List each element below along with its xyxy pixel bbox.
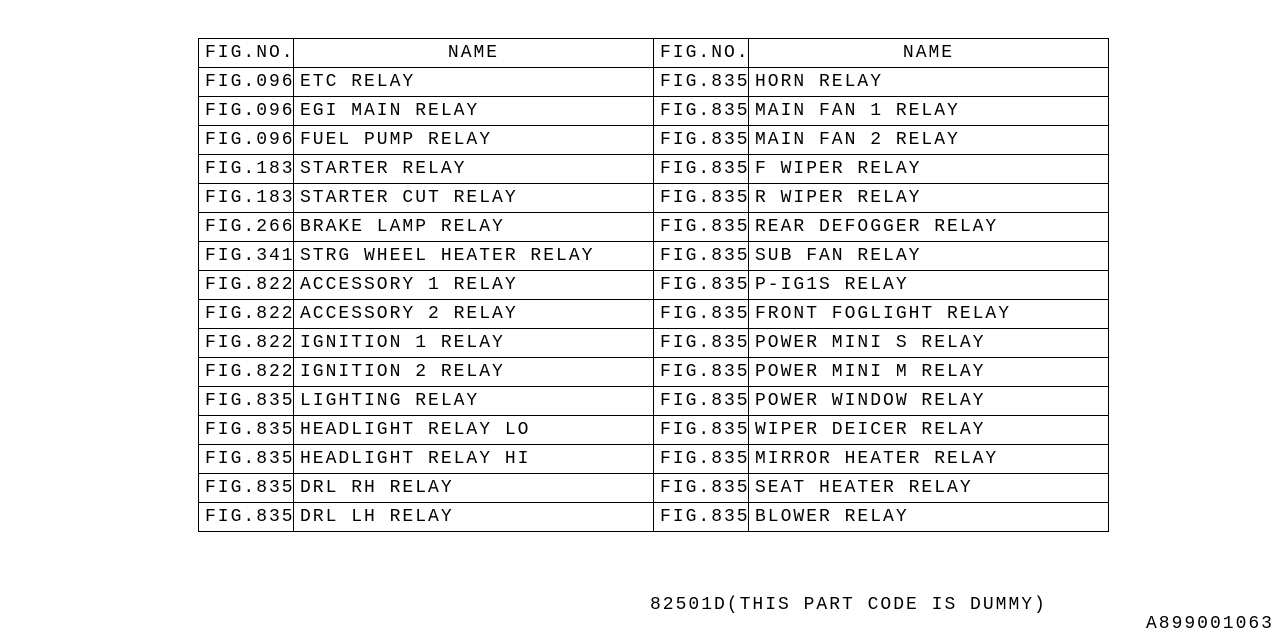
fig-cell: FIG.835 [199, 474, 294, 503]
name-cell: POWER WINDOW RELAY [749, 387, 1109, 416]
fig-cell: FIG.835 [654, 445, 749, 474]
name-cell: REAR DEFOGGER RELAY [749, 213, 1109, 242]
name-cell: HORN RELAY [749, 68, 1109, 97]
fig-cell: FIG.835 [654, 213, 749, 242]
fig-cell: FIG.835 [654, 358, 749, 387]
fig-cell: FIG.835 [654, 155, 749, 184]
fig-cell: FIG.835 [654, 416, 749, 445]
name-cell: IGNITION 2 RELAY [294, 358, 654, 387]
fig-cell: FIG.835 [654, 329, 749, 358]
table-row: FIG.822ACCESSORY 2 RELAYFIG.835FRONT FOG… [199, 300, 1109, 329]
name-cell: POWER MINI M RELAY [749, 358, 1109, 387]
page: FIG.NO. NAME FIG.NO. NAME FIG.096ETC REL… [0, 0, 1280, 640]
table-row: FIG.341STRG WHEEL HEATER RELAYFIG.835SUB… [199, 242, 1109, 271]
name-cell: STARTER RELAY [294, 155, 654, 184]
name-cell: STRG WHEEL HEATER RELAY [294, 242, 654, 271]
fig-cell: FIG.183 [199, 184, 294, 213]
table-row: FIG.822IGNITION 2 RELAYFIG.835POWER MINI… [199, 358, 1109, 387]
table-row: FIG.835DRL LH RELAYFIG.835BLOWER RELAY [199, 503, 1109, 532]
part-code: A899001063 [1146, 614, 1274, 634]
header-name-right: NAME [749, 39, 1109, 68]
name-cell: HEADLIGHT RELAY HI [294, 445, 654, 474]
header-name-left: NAME [294, 39, 654, 68]
name-cell: DRL RH RELAY [294, 474, 654, 503]
name-cell: BLOWER RELAY [749, 503, 1109, 532]
dummy-part-note: 82501D(THIS PART CODE IS DUMMY) [650, 595, 1047, 615]
table-row: FIG.822ACCESSORY 1 RELAYFIG.835P-IG1S RE… [199, 271, 1109, 300]
name-cell: ACCESSORY 1 RELAY [294, 271, 654, 300]
relay-table-container: FIG.NO. NAME FIG.NO. NAME FIG.096ETC REL… [198, 38, 1108, 532]
table-row: FIG.183STARTER RELAYFIG.835F WIPER RELAY [199, 155, 1109, 184]
name-cell: EGI MAIN RELAY [294, 97, 654, 126]
name-cell: HEADLIGHT RELAY LO [294, 416, 654, 445]
table-row: FIG.096FUEL PUMP RELAYFIG.835MAIN FAN 2 … [199, 126, 1109, 155]
name-cell: POWER MINI S RELAY [749, 329, 1109, 358]
table-row: FIG.266BRAKE LAMP RELAYFIG.835REAR DEFOG… [199, 213, 1109, 242]
fig-cell: FIG.266 [199, 213, 294, 242]
fig-cell: FIG.835 [654, 503, 749, 532]
name-cell: MIRROR HEATER RELAY [749, 445, 1109, 474]
fig-cell: FIG.822 [199, 300, 294, 329]
table-row: FIG.835HEADLIGHT RELAY HIFIG.835MIRROR H… [199, 445, 1109, 474]
fig-cell: FIG.835 [654, 184, 749, 213]
name-cell: DRL LH RELAY [294, 503, 654, 532]
name-cell: ACCESSORY 2 RELAY [294, 300, 654, 329]
name-cell: IGNITION 1 RELAY [294, 329, 654, 358]
fig-cell: FIG.835 [199, 503, 294, 532]
fig-cell: FIG.835 [654, 300, 749, 329]
name-cell: FRONT FOGLIGHT RELAY [749, 300, 1109, 329]
table-row: FIG.096EGI MAIN RELAYFIG.835MAIN FAN 1 R… [199, 97, 1109, 126]
name-cell: MAIN FAN 1 RELAY [749, 97, 1109, 126]
fig-cell: FIG.835 [654, 271, 749, 300]
fig-cell: FIG.835 [654, 97, 749, 126]
table-row: FIG.822IGNITION 1 RELAYFIG.835POWER MINI… [199, 329, 1109, 358]
table-row: FIG.835HEADLIGHT RELAY LOFIG.835WIPER DE… [199, 416, 1109, 445]
fig-cell: FIG.835 [199, 387, 294, 416]
fig-cell: FIG.183 [199, 155, 294, 184]
header-fig-right: FIG.NO. [654, 39, 749, 68]
fig-cell: FIG.835 [654, 126, 749, 155]
fig-cell: FIG.096 [199, 68, 294, 97]
relay-table-body: FIG.096ETC RELAYFIG.835HORN RELAYFIG.096… [199, 68, 1109, 532]
fig-cell: FIG.835 [654, 68, 749, 97]
name-cell: SUB FAN RELAY [749, 242, 1109, 271]
name-cell: R WIPER RELAY [749, 184, 1109, 213]
name-cell: FUEL PUMP RELAY [294, 126, 654, 155]
name-cell: LIGHTING RELAY [294, 387, 654, 416]
name-cell: WIPER DEICER RELAY [749, 416, 1109, 445]
fig-cell: FIG.822 [199, 271, 294, 300]
fig-cell: FIG.822 [199, 329, 294, 358]
name-cell: SEAT HEATER RELAY [749, 474, 1109, 503]
table-row: FIG.183STARTER CUT RELAYFIG.835R WIPER R… [199, 184, 1109, 213]
fig-cell: FIG.835 [654, 387, 749, 416]
fig-cell: FIG.096 [199, 97, 294, 126]
relay-table: FIG.NO. NAME FIG.NO. NAME FIG.096ETC REL… [198, 38, 1109, 532]
fig-cell: FIG.835 [654, 474, 749, 503]
name-cell: BRAKE LAMP RELAY [294, 213, 654, 242]
fig-cell: FIG.835 [199, 416, 294, 445]
table-row: FIG.835DRL RH RELAYFIG.835SEAT HEATER RE… [199, 474, 1109, 503]
name-cell: F WIPER RELAY [749, 155, 1109, 184]
name-cell: MAIN FAN 2 RELAY [749, 126, 1109, 155]
header-fig-left: FIG.NO. [199, 39, 294, 68]
table-header-row: FIG.NO. NAME FIG.NO. NAME [199, 39, 1109, 68]
name-cell: STARTER CUT RELAY [294, 184, 654, 213]
name-cell: ETC RELAY [294, 68, 654, 97]
fig-cell: FIG.822 [199, 358, 294, 387]
fig-cell: FIG.835 [654, 242, 749, 271]
name-cell: P-IG1S RELAY [749, 271, 1109, 300]
table-row: FIG.835LIGHTING RELAYFIG.835POWER WINDOW… [199, 387, 1109, 416]
table-row: FIG.096ETC RELAYFIG.835HORN RELAY [199, 68, 1109, 97]
fig-cell: FIG.096 [199, 126, 294, 155]
fig-cell: FIG.341 [199, 242, 294, 271]
fig-cell: FIG.835 [199, 445, 294, 474]
